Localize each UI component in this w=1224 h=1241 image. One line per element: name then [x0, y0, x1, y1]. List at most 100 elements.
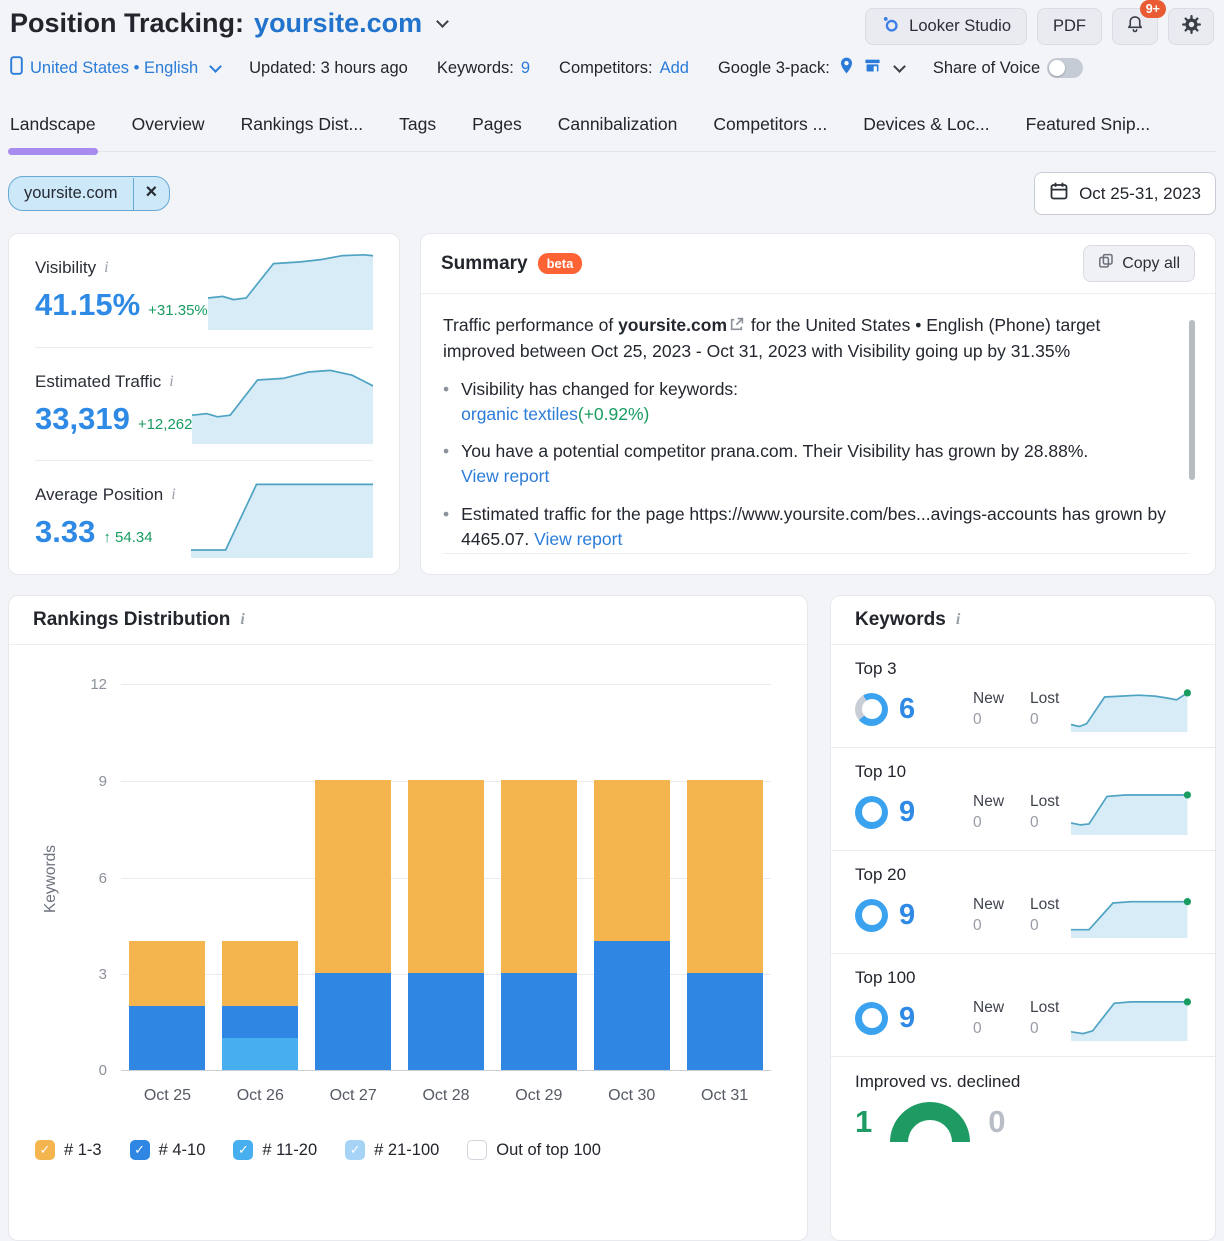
notifications-button[interactable]: 9+: [1112, 0, 1166, 45]
bar-segment[interactable]: [686, 973, 763, 1070]
new-value: 0: [973, 813, 982, 831]
checkbox-checked-icon[interactable]: ✓: [345, 1140, 366, 1160]
pdf-button[interactable]: PDF: [1037, 8, 1102, 45]
metric-number: 33,319: [35, 400, 130, 436]
storefront-icon[interactable]: [863, 56, 882, 80]
location-language-selector[interactable]: United States • English: [10, 56, 222, 80]
settings-button[interactable]: [1168, 8, 1214, 45]
x-tick-label: Oct 27: [329, 1087, 377, 1104]
bar-segment[interactable]: [408, 779, 484, 974]
text-link[interactable]: View report: [534, 528, 623, 549]
bar-oct-25[interactable]: [129, 941, 206, 1070]
y-tick-label: 12: [90, 676, 107, 693]
google-3pack-label: Google 3-pack:: [717, 58, 830, 77]
chip-close-icon[interactable]: ×: [132, 177, 170, 210]
chevron-down-icon[interactable]: [436, 15, 449, 28]
phone-icon: [10, 56, 23, 80]
competitors-add-link[interactable]: Add: [659, 58, 689, 77]
text-link[interactable]: View report: [461, 466, 550, 487]
new-value: 0: [973, 916, 982, 934]
bar-segment[interactable]: [500, 779, 577, 974]
ring-chart: [855, 692, 888, 726]
bar-segment[interactable]: [593, 941, 670, 1070]
bar-oct-28[interactable]: [408, 779, 484, 1070]
tab-cannibalization[interactable]: Cannibalization: [557, 114, 678, 134]
bar-segment[interactable]: [222, 1005, 299, 1038]
metric-label: Visibility i: [35, 258, 208, 278]
tab-rankings-dist[interactable]: Rankings Dist...: [240, 114, 364, 134]
tab-pages[interactable]: Pages: [472, 114, 522, 134]
bar-segment[interactable]: [500, 973, 577, 1070]
metric-delta: ↑ 54.34: [103, 529, 153, 547]
bar-segment[interactable]: [129, 1005, 206, 1070]
bar-segment[interactable]: [593, 779, 670, 941]
text-span: (+0.92%): [577, 403, 650, 424]
info-icon[interactable]: i: [104, 258, 109, 276]
bar-slot: [400, 684, 493, 1070]
checkbox-checked-icon[interactable]: ✓: [233, 1140, 254, 1160]
checkbox-checked-icon[interactable]: ✓: [129, 1140, 150, 1160]
col-new: New 0: [973, 690, 1004, 729]
new-label: New: [973, 689, 1005, 707]
y-tick-label: 3: [98, 966, 107, 984]
bar-oct-30[interactable]: [593, 779, 670, 1070]
tab-featured-snip[interactable]: Featured Snip...: [1025, 114, 1151, 134]
bar-segment[interactable]: [129, 941, 206, 1006]
keyword-row-body: 6 New 0 Lost 0: [855, 686, 1191, 732]
chevron-down-icon[interactable]: [892, 59, 906, 73]
bar-slot: [585, 684, 678, 1070]
legend-item-11-20[interactable]: ✓ # 11-20: [233, 1140, 317, 1160]
info-icon[interactable]: i: [169, 372, 174, 390]
legend-item-4-10[interactable]: ✓ # 4-10: [129, 1140, 205, 1160]
bar-segment[interactable]: [222, 1037, 299, 1070]
info-icon[interactable]: i: [240, 611, 245, 628]
location-pin-icon[interactable]: [837, 56, 856, 80]
bar-oct-27[interactable]: [315, 779, 392, 1070]
copy-all-button[interactable]: Copy all: [1083, 245, 1195, 282]
bar-oct-31[interactable]: [686, 779, 763, 1070]
chip-label: yoursite.com: [24, 184, 118, 202]
checkbox-unchecked-icon[interactable]: [467, 1140, 488, 1160]
info-icon[interactable]: i: [955, 611, 961, 628]
bar-slot: [492, 684, 585, 1070]
metric-delta: +12,262: [137, 415, 193, 433]
date-range-picker[interactable]: Oct 25-31, 2023: [1034, 172, 1216, 215]
domain-filter-chip[interactable]: yoursite.com ×: [8, 176, 171, 211]
text-span: yoursite.com: [618, 315, 728, 335]
legend-item-out-of-top-100[interactable]: Out of top 100: [467, 1140, 601, 1160]
legend-item-1-3[interactable]: ✓ # 1-3: [35, 1140, 102, 1160]
bar-segment[interactable]: [222, 941, 299, 1006]
location-language-label: United States • English: [30, 58, 199, 77]
x-axis-labels: Oct 25 Oct 26 Oct 27 Oct 28 Oct 29 Oct 30 Oct …: [121, 1087, 771, 1105]
metric-average-position: Average Position i 3.33 ↑ 54.34: [35, 461, 373, 574]
bar-oct-29[interactable]: [500, 779, 577, 1070]
bar-oct-26[interactable]: [222, 941, 299, 1070]
bar-segment[interactable]: [315, 779, 392, 974]
page-title-label: Position Tracking:: [10, 8, 245, 38]
chevron-down-icon: [209, 59, 222, 73]
project-name[interactable]: yoursite.com: [254, 8, 423, 38]
info-icon[interactable]: i: [171, 486, 176, 504]
text-link[interactable]: organic textiles: [461, 403, 578, 424]
scrollbar-thumb[interactable]: [1189, 320, 1195, 480]
rankings-header: Rankings Distribution i: [9, 596, 807, 645]
keyword-count: 9: [899, 1001, 916, 1034]
bullet-text: You have a potential competitor prana.co…: [461, 439, 1088, 489]
bar-segment[interactable]: [315, 973, 392, 1070]
chart-plot-area: 12 9 6 3 0: [90, 676, 771, 1079]
share-of-voice-toggle[interactable]: [1047, 58, 1084, 78]
keywords-value-link[interactable]: 9: [520, 58, 531, 77]
tab-tags[interactable]: Tags: [399, 114, 437, 134]
external-link-icon[interactable]: [729, 314, 744, 339]
summary-bullets: • Visibility has changed for keywords: org…: [443, 377, 1169, 552]
tab-landscape[interactable]: Landscape: [8, 100, 98, 155]
bar-segment[interactable]: [408, 973, 484, 1070]
tab-competitors[interactable]: Competitors ...: [713, 114, 828, 134]
checkbox-checked-icon[interactable]: ✓: [35, 1140, 55, 1160]
looker-studio-button[interactable]: Looker Studio: [865, 8, 1027, 45]
tab-devices-loc[interactable]: Devices & Loc...: [863, 114, 990, 134]
tab-overview[interactable]: Overview: [131, 114, 205, 134]
legend-item-21-100[interactable]: ✓ # 21-100: [345, 1140, 439, 1160]
bar-segment[interactable]: [686, 779, 763, 974]
metric-visibility: Visibility i 41.15% +31.35%: [35, 234, 373, 348]
